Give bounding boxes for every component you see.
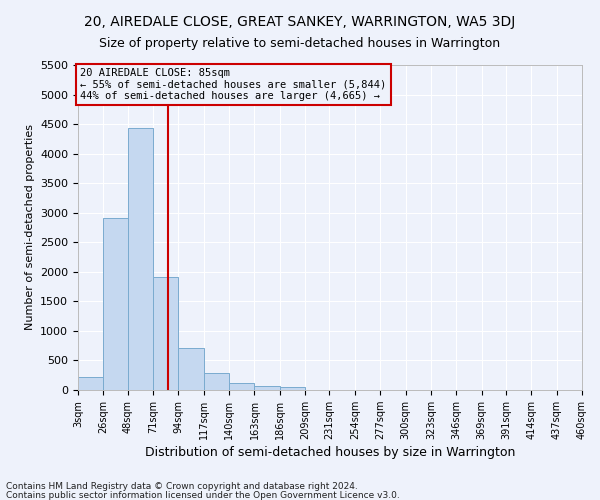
Bar (103, 218, 128, 390)
Bar (78, 377, 103, 390)
Y-axis label: Number of semi-detached properties: Number of semi-detached properties (25, 124, 35, 330)
Text: Size of property relative to semi-detached houses in Warrington: Size of property relative to semi-detach… (100, 38, 500, 51)
Text: Contains public sector information licensed under the Open Government Licence v3: Contains public sector information licen… (6, 490, 400, 500)
Text: 20, AIREDALE CLOSE, GREAT SANKEY, WARRINGTON, WA5 3DJ: 20, AIREDALE CLOSE, GREAT SANKEY, WARRIN… (85, 15, 515, 29)
Bar (229, 383, 254, 390)
Bar (128, 128, 153, 390)
Bar (254, 386, 280, 390)
X-axis label: Distribution of semi-detached houses by size in Warrington: Distribution of semi-detached houses by … (145, 446, 515, 459)
Text: 20 AIREDALE CLOSE: 85sqm
← 55% of semi-detached houses are smaller (5,844)
44% o: 20 AIREDALE CLOSE: 85sqm ← 55% of semi-d… (80, 68, 386, 101)
Bar (153, 276, 178, 390)
Bar (178, 348, 204, 390)
Text: Contains HM Land Registry data © Crown copyright and database right 2024.: Contains HM Land Registry data © Crown c… (6, 482, 358, 491)
Bar (280, 387, 305, 390)
Bar (204, 374, 229, 390)
